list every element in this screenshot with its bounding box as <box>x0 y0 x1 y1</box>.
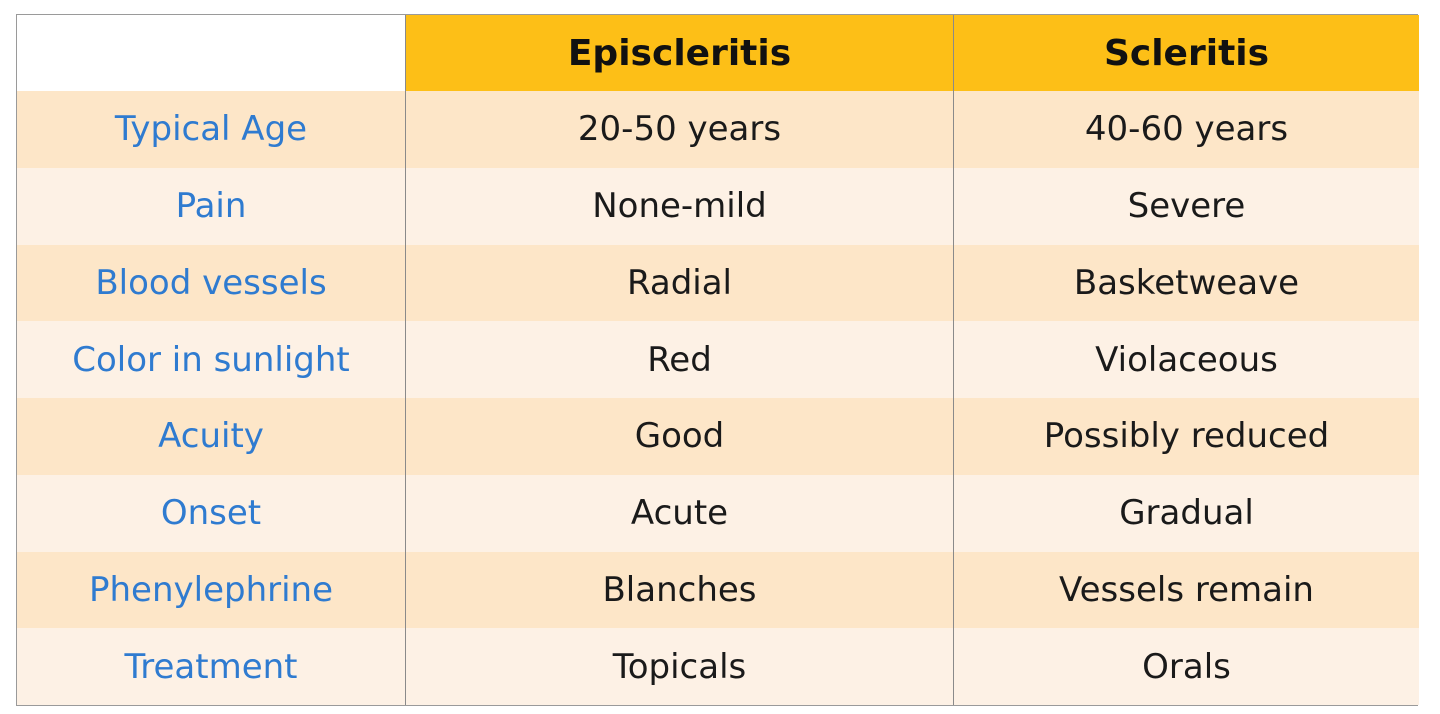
table-cell: 40-60 years <box>953 91 1419 168</box>
table-cell: Possibly reduced <box>953 398 1419 475</box>
table-cell: Red <box>405 321 953 398</box>
table-cell: Good <box>405 398 953 475</box>
table-cell: Radial <box>405 244 953 322</box>
column-header: Episcleritis <box>405 15 953 91</box>
table-cell: None-mild <box>405 167 953 245</box>
row-label: Phenylephrine <box>17 551 405 629</box>
table-cell: Basketweave <box>953 244 1419 322</box>
row-label: Onset <box>17 474 405 552</box>
comparison-table: Episcleritis Scleritis Typical Age 20-50 ye… <box>16 14 1419 706</box>
row-label: Treatment <box>17 628 405 705</box>
row-label: Typical Age <box>17 91 405 168</box>
corner-cell <box>17 15 405 91</box>
table-cell: Blanches <box>405 551 953 629</box>
table-cell: 20-50 years <box>405 91 953 168</box>
row-label: Color in sunlight <box>17 321 405 398</box>
table-cell: Vessels remain <box>953 551 1419 629</box>
table-cell: Gradual <box>953 474 1419 552</box>
table-cell: Orals <box>953 628 1419 705</box>
row-label: Pain <box>17 167 405 245</box>
table-cell: Severe <box>953 167 1419 245</box>
row-label: Acuity <box>17 398 405 475</box>
table-cell: Violaceous <box>953 321 1419 398</box>
table-cell: Acute <box>405 474 953 552</box>
column-header: Scleritis <box>953 15 1419 91</box>
row-label: Blood vessels <box>17 244 405 322</box>
table-cell: Topicals <box>405 628 953 705</box>
